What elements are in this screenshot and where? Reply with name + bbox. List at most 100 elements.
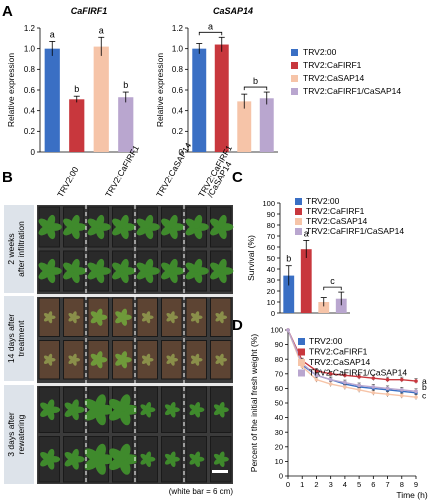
significance-bracket xyxy=(323,286,342,291)
leaf xyxy=(194,401,201,411)
leaf xyxy=(193,258,203,273)
y-tick-label: 40 xyxy=(275,413,283,422)
y-tick-label: 10 xyxy=(267,298,275,307)
y-tick-label: 1.0 xyxy=(24,44,36,53)
column-header: TRV2:00 xyxy=(55,165,80,199)
legend-label: TRV2:CaFIRF1/CaSAP14 xyxy=(306,226,404,236)
series-line xyxy=(287,329,417,393)
legend-label: TRV2:CaSAP14 xyxy=(306,216,368,226)
legend-label: TRV2:CaFIRF1/CaSAP14 xyxy=(303,86,401,96)
leaf xyxy=(120,258,129,273)
data-point xyxy=(286,328,290,332)
y-axis-label: Percent of the initial fresh weight (%) xyxy=(249,334,259,473)
legend-label: TRV2:CaFIRF1 xyxy=(306,206,365,216)
leaf xyxy=(169,214,178,229)
y-tick-label: 50 xyxy=(275,399,283,408)
y-tick-label: 1.0 xyxy=(172,44,184,53)
legend-swatch xyxy=(298,369,305,377)
y-tick-label: 1.2 xyxy=(172,24,184,33)
row-label: 14 days after xyxy=(6,314,16,363)
legend-label: TRV2:CaSAP14 xyxy=(303,73,365,83)
x-tick-label: 6 xyxy=(371,480,375,489)
data-point xyxy=(399,388,404,392)
leaf xyxy=(96,351,103,361)
bar xyxy=(93,46,109,152)
chart-survival: 0 10 20 30 40 50 60 70 80 90 100 Survival (%) b a c TRV… xyxy=(246,196,404,318)
y-tick-label: 0.2 xyxy=(172,127,184,136)
leaf xyxy=(46,258,56,273)
panel-letter-b: B xyxy=(2,169,13,186)
scale-bar xyxy=(212,470,228,473)
legend-swatch xyxy=(298,338,305,345)
data-point xyxy=(414,379,418,383)
legend-swatch xyxy=(291,49,298,56)
data-point xyxy=(414,389,418,394)
y-tick-label: 60 xyxy=(267,243,275,252)
leaf xyxy=(71,399,79,411)
data-point xyxy=(314,373,319,378)
data-point xyxy=(328,377,333,382)
y-tick-label: 0.8 xyxy=(172,65,184,74)
y-axis-label: Relative expression xyxy=(6,53,16,127)
y-tick-label: 0.6 xyxy=(172,86,184,95)
leaf xyxy=(170,353,175,361)
chart-title: CaSAP14 xyxy=(213,6,253,16)
y-tick-label: 0.8 xyxy=(24,65,36,74)
bar xyxy=(259,98,274,152)
bar xyxy=(237,101,252,152)
legend-swatch xyxy=(298,348,305,356)
significance-letter: b xyxy=(123,80,128,90)
row-label-box xyxy=(4,385,34,484)
leaf xyxy=(119,394,131,412)
bar xyxy=(283,275,295,313)
y-tick-label: 0 xyxy=(279,472,283,481)
leaf xyxy=(71,258,80,273)
leaf xyxy=(145,311,151,318)
row-label: 3 days after xyxy=(6,412,16,457)
leaf xyxy=(144,214,154,229)
legend-label: TRV2:CaFIRF1 xyxy=(309,347,368,357)
leaf xyxy=(194,311,200,318)
significance-letter: a xyxy=(99,25,104,35)
leaf xyxy=(47,311,53,318)
leaf xyxy=(47,399,55,411)
legend-label: TRV2:00 xyxy=(309,336,343,346)
panel-letter-a: A xyxy=(2,3,13,20)
x-tick-label: 5 xyxy=(357,480,361,489)
y-tick-label: 30 xyxy=(275,428,283,437)
y-tick-label: 0.2 xyxy=(24,127,36,136)
data-point xyxy=(399,377,404,382)
bar xyxy=(69,99,85,152)
y-tick-label: 70 xyxy=(267,232,275,241)
y-tick-label: 80 xyxy=(275,355,283,364)
leaf xyxy=(96,308,103,319)
row-label: 2 weeks xyxy=(6,233,16,264)
significance-letter: c xyxy=(422,391,427,401)
y-axis-label: Relative expression xyxy=(155,53,165,127)
significance-letter: b xyxy=(74,84,79,94)
y-tick-label: 0 xyxy=(179,148,184,157)
leaf xyxy=(120,214,129,229)
y-tick-label: 0 xyxy=(271,309,275,318)
legend-panel-a: TRV2:00 TRV2:CaFIRF1 TRV2:CaSAP14 TRV2:CaFI… xyxy=(291,47,401,96)
leaf xyxy=(120,351,128,361)
legend-label: TRV2:CaFIRF1 xyxy=(303,60,362,70)
y-tick-label: 0.4 xyxy=(24,106,36,115)
leaf xyxy=(169,258,178,273)
row-label-box xyxy=(4,205,34,293)
y-tick-label: 20 xyxy=(267,287,275,296)
bar xyxy=(318,302,330,313)
leaf xyxy=(219,401,225,411)
significance-letter: b xyxy=(253,76,258,86)
bar xyxy=(192,48,207,152)
leaf xyxy=(219,353,224,361)
legend-swatch xyxy=(291,88,298,95)
leaf xyxy=(170,401,176,411)
leaf xyxy=(71,448,79,461)
data-point xyxy=(314,377,319,382)
legend-label: TRV2:00 xyxy=(303,47,337,57)
bar xyxy=(118,97,134,152)
leaf xyxy=(46,214,56,229)
